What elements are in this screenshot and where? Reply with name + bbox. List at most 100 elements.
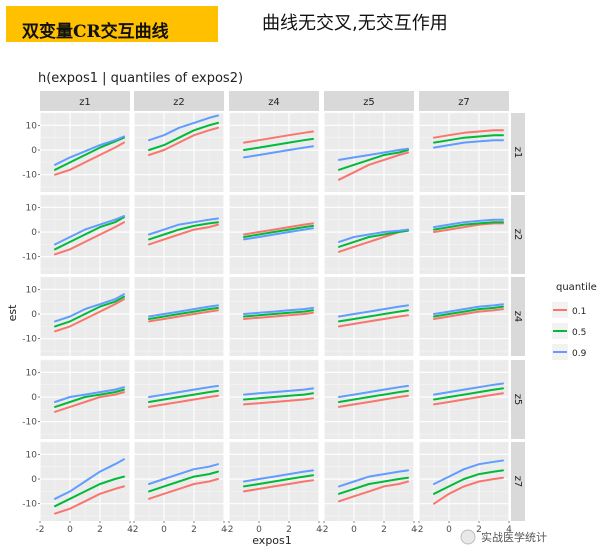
y-axis-label: est <box>6 304 19 321</box>
facet-label-row-z1: z1 <box>512 147 523 159</box>
y-tick-label: 0 <box>31 228 37 238</box>
series-line-0.5 <box>338 309 409 323</box>
x-axis-label: expos1 <box>252 534 292 547</box>
facet-strip-row-z1 <box>511 113 525 192</box>
x-tick-label: 2 <box>286 525 292 535</box>
y-tick-label: -10 <box>22 335 37 345</box>
series-line-0.9 <box>54 135 125 166</box>
series-line-0.9 <box>243 387 314 396</box>
series-line-0.5 <box>243 137 314 151</box>
series-line-0.5 <box>54 136 125 171</box>
x-tick-label: -2 <box>225 525 234 535</box>
legend-label-0.9: 0.9 <box>572 349 587 359</box>
series-line-0.1 <box>433 308 504 320</box>
series-line-0.9 <box>54 386 125 403</box>
facet-strip-col-z1 <box>40 91 130 111</box>
x-tick-label: 0 <box>351 525 357 535</box>
series-line-0.5 <box>54 295 125 328</box>
series-line-0.9 <box>338 304 409 318</box>
x-tick-label: -2 <box>320 525 329 535</box>
series-line-0.5 <box>338 476 409 495</box>
series-line-0.9 <box>243 227 314 241</box>
facet-label-row-z4: z4 <box>512 311 523 323</box>
series-line-0.1 <box>54 221 125 256</box>
series-line-0.1 <box>54 298 125 333</box>
series-line-0.5 <box>54 388 125 408</box>
series-line-0.5 <box>54 475 125 508</box>
panel-z2-z2 <box>133 194 225 274</box>
panel-z4-z5 <box>323 276 415 356</box>
panel-z5-z2 <box>133 359 225 439</box>
series-line-0.1 <box>54 391 125 413</box>
series-line-0.1 <box>148 126 219 156</box>
series-line-0.1 <box>148 223 219 246</box>
series-line-0.1 <box>54 141 125 176</box>
series-line-0.1 <box>433 129 504 139</box>
facet-strip-row-z4 <box>511 277 525 356</box>
panel-z2-z4 <box>228 194 320 274</box>
facet-strip-row-z7 <box>511 442 525 521</box>
series-line-0.9 <box>54 215 125 246</box>
panel-z5-z4 <box>228 359 320 439</box>
series-line-0.5 <box>433 134 504 144</box>
series-line-0.1 <box>148 478 219 500</box>
facet-label-col-z4: z4 <box>268 97 280 108</box>
series-line-0.5 <box>148 470 219 493</box>
series-line-0.1 <box>243 222 314 236</box>
facet-label-row-z2: z2 <box>512 229 523 241</box>
series-line-0.9 <box>338 384 409 398</box>
series-line-0.9 <box>148 304 219 318</box>
series-line-0.5 <box>148 306 219 320</box>
watermark: 实战医学统计 <box>460 529 547 545</box>
panel-z1-z5 <box>323 112 415 192</box>
series-line-0.5 <box>148 389 219 403</box>
series-line-0.5 <box>243 474 314 488</box>
chart-title: h(expos1 | quantiles of expos2) <box>38 71 243 86</box>
series-line-0.5 <box>433 387 504 401</box>
series-line-0.1 <box>433 222 504 233</box>
series-line-0.5 <box>433 305 504 318</box>
series-line-0.1 <box>54 485 125 515</box>
x-tick-label: 2 <box>381 525 387 535</box>
series-line-0.5 <box>338 149 409 171</box>
panel-z2-z1 <box>39 194 131 274</box>
series-line-0.1 <box>148 309 219 323</box>
y-tick-label: 10 <box>26 285 38 295</box>
panel-z1-z2 <box>133 112 225 192</box>
x-tick-label: 4 <box>221 525 227 535</box>
y-tick-label: 0 <box>31 146 37 156</box>
wechat-icon <box>460 529 476 545</box>
series-line-0.9 <box>338 469 409 488</box>
series-line-0.1 <box>433 392 504 406</box>
series-line-0.5 <box>243 392 314 401</box>
y-tick-label: -10 <box>22 500 37 510</box>
series-line-0.1 <box>243 397 314 406</box>
y-tick-label: 10 <box>26 121 38 131</box>
watermark-text: 实战医学统计 <box>481 530 547 544</box>
facet-strip-col-z4 <box>229 91 319 111</box>
facet-label-col-z5: z5 <box>363 97 375 108</box>
panel-z4-z2 <box>133 276 225 356</box>
series-line-0.5 <box>148 221 219 241</box>
panel-z7-z4 <box>228 441 320 521</box>
series-line-0.9 <box>338 147 409 161</box>
series-line-0.1 <box>338 394 409 408</box>
facet-strip-col-z7 <box>419 91 509 111</box>
title-banner: 双变量CR交互曲线 <box>6 6 218 42</box>
facet-label-row-z5: z5 <box>512 394 523 406</box>
x-tick-label: 4 <box>316 525 322 535</box>
x-tick-label: -2 <box>36 525 45 535</box>
series-line-0.5 <box>148 121 219 151</box>
y-tick-label: 0 <box>31 393 37 403</box>
series-line-0.9 <box>148 463 219 485</box>
facet-label-row-z7: z7 <box>512 476 523 488</box>
facet-strip-row-z2 <box>511 195 525 274</box>
x-tick-label: 2 <box>191 525 197 535</box>
series-line-0.5 <box>243 224 314 238</box>
series-line-0.9 <box>54 458 125 500</box>
x-tick-label: -2 <box>415 525 424 535</box>
series-line-0.9 <box>243 469 314 483</box>
legend-title: quantile <box>556 282 597 293</box>
facet-label-col-z1: z1 <box>79 97 91 108</box>
series-line-0.9 <box>433 303 504 315</box>
